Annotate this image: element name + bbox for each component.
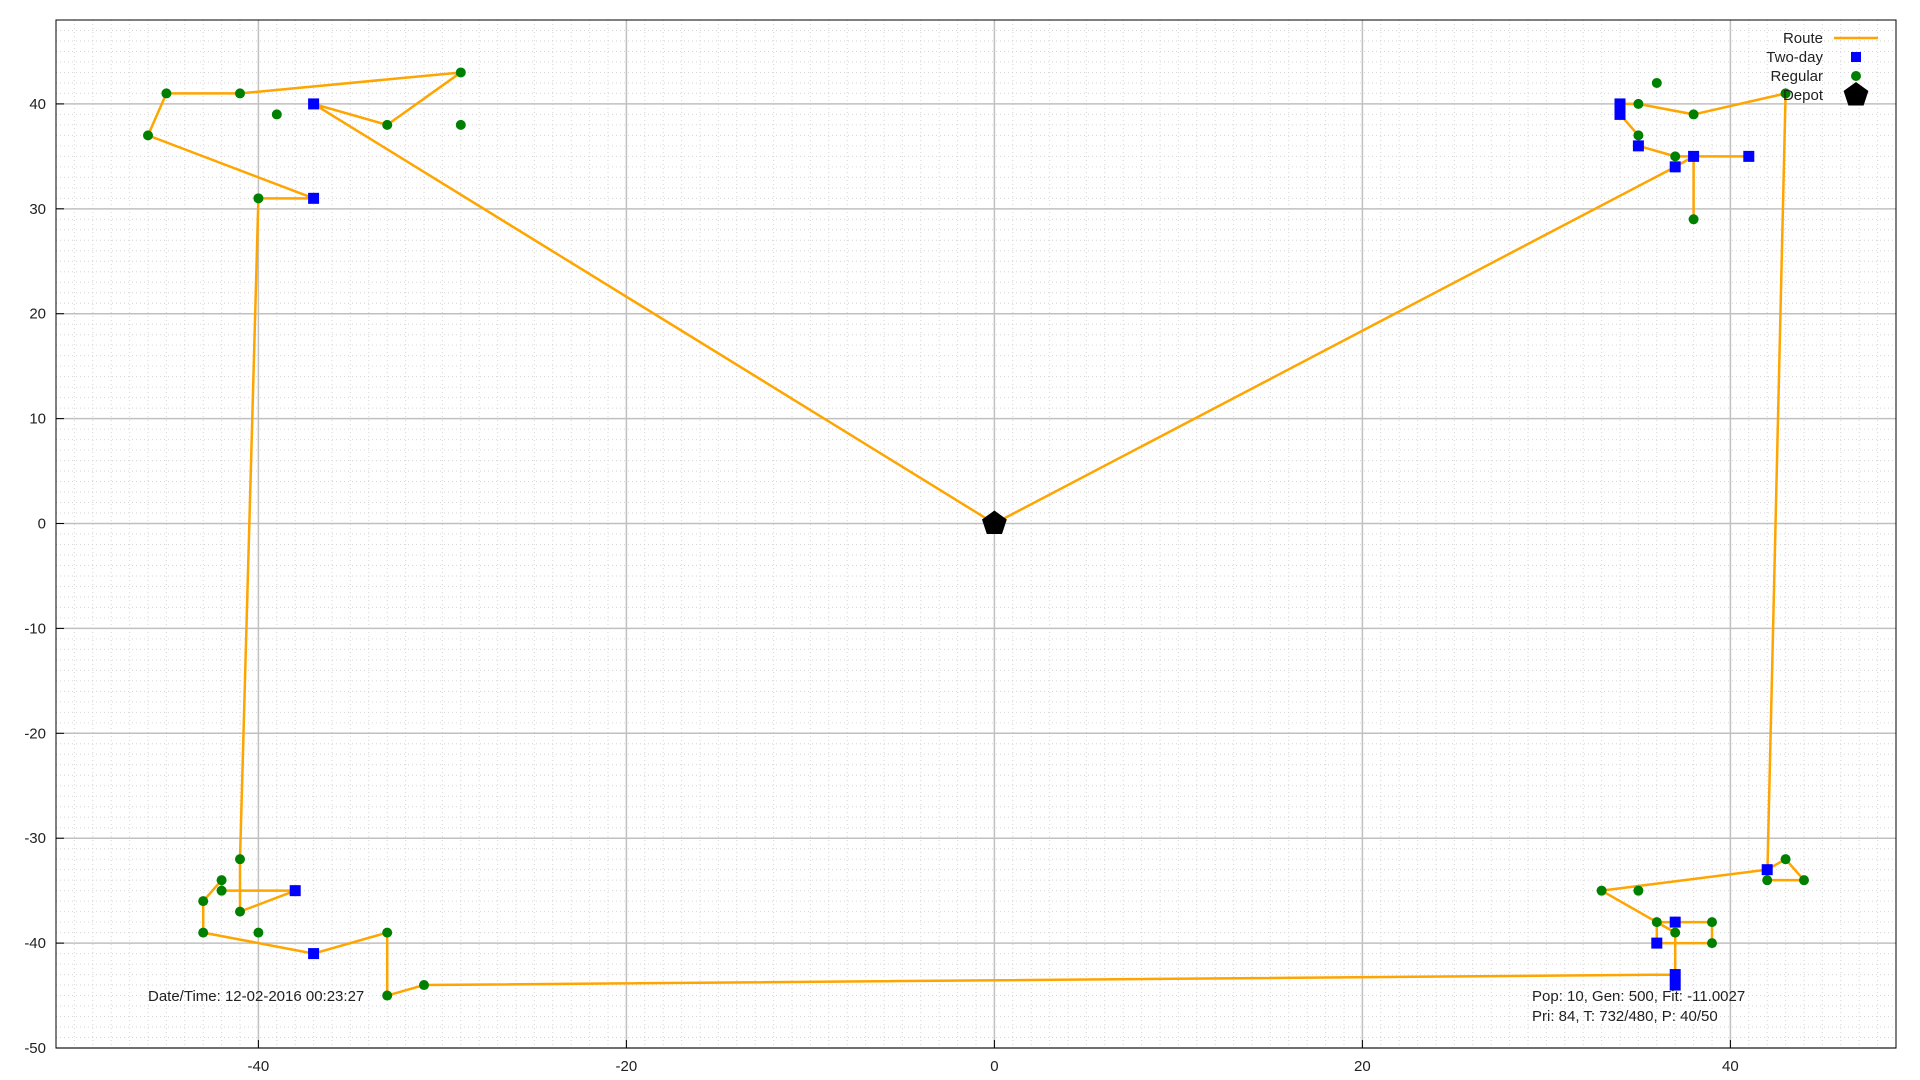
y-tick-label: -50 — [24, 1040, 46, 1057]
x-tick-label: 0 — [990, 1058, 998, 1075]
annotation-population: Pop: 10, Gen: 500, Fit: -11.0027 — [1532, 988, 1745, 1005]
regular-point — [1633, 98, 1644, 109]
legend-label-depot: Depot — [1783, 87, 1824, 104]
two-day-point — [308, 192, 320, 204]
x-tick-label: -40 — [248, 1058, 270, 1075]
two-day-point — [1669, 969, 1681, 981]
legend-key-depot — [1843, 82, 1869, 106]
regular-point — [143, 130, 153, 141]
two-day-point — [1669, 916, 1681, 928]
y-tick-label: -10 — [24, 620, 46, 637]
two-day-point — [1688, 150, 1700, 162]
regular-point — [1780, 854, 1791, 865]
regular-point — [1596, 885, 1607, 896]
regular-point — [382, 927, 393, 938]
two-day-point — [1743, 150, 1755, 162]
regular-point — [1688, 214, 1699, 225]
regular-point — [1670, 927, 1681, 938]
regular-point — [198, 896, 209, 907]
regular-point — [419, 980, 429, 991]
two-day-point — [1614, 108, 1626, 120]
regular-point — [382, 119, 393, 130]
y-tick-label: 30 — [29, 201, 46, 218]
two-day-point — [1669, 161, 1681, 173]
plot-frame — [55, 19, 1897, 1049]
regular-point — [1651, 917, 1662, 928]
y-tick-label: 10 — [29, 411, 46, 428]
regular-point — [1633, 885, 1644, 896]
y-tick-label: -30 — [24, 830, 46, 847]
regular-point — [253, 193, 264, 204]
regular-point — [382, 990, 393, 1001]
annotation-priority: Pri: 84, T: 732/480, P: 40/50 — [1532, 1008, 1718, 1025]
two-day-point — [308, 98, 320, 110]
two-day-points — [289, 98, 1773, 991]
y-tick-label: 20 — [29, 306, 46, 323]
regular-point — [216, 875, 227, 886]
annotation-datetime: Date/Time: 12-02-2016 00:23:27 — [148, 988, 364, 1005]
regular-point — [1688, 109, 1699, 120]
regular-point — [1799, 875, 1809, 886]
regular-points — [143, 67, 1809, 1001]
regular-point — [1707, 938, 1717, 949]
y-tick-label: -40 — [24, 935, 46, 952]
legend: Route Two-day Regular Depot — [1766, 30, 1878, 106]
x-tick-label: -20 — [616, 1058, 638, 1075]
two-day-point — [1651, 937, 1663, 949]
regular-point — [271, 109, 282, 120]
regular-point — [455, 119, 466, 130]
two-day-point — [1632, 140, 1644, 152]
legend-key-two-day — [1851, 52, 1861, 62]
two-day-point — [308, 948, 320, 960]
regular-point — [198, 927, 209, 938]
regular-point — [235, 906, 245, 917]
regular-point — [161, 88, 172, 99]
x-tick-label: 40 — [1722, 1058, 1739, 1075]
legend-key-regular — [1851, 71, 1861, 81]
regular-point — [1651, 77, 1662, 88]
y-tick-label: 40 — [29, 96, 46, 113]
depot-point — [982, 510, 1007, 534]
regular-point — [455, 67, 466, 78]
legend-label-route: Route — [1783, 30, 1823, 47]
two-day-point — [1614, 98, 1626, 110]
regular-point — [253, 927, 264, 938]
x-tick-label: 20 — [1354, 1058, 1371, 1075]
regular-point — [1780, 88, 1791, 99]
regular-point — [1762, 875, 1773, 886]
y-tick-label: 0 — [38, 516, 46, 533]
regular-point — [1633, 130, 1644, 141]
minor-grid — [55, 19, 1897, 1048]
regular-point — [1707, 917, 1717, 928]
legend-label-two-day: Two-day — [1766, 49, 1823, 66]
two-day-point — [1669, 979, 1681, 991]
regular-point — [235, 854, 245, 865]
y-tick-label: -20 — [24, 725, 46, 742]
regular-point — [1670, 151, 1681, 162]
regular-point — [216, 885, 227, 896]
regular-point — [235, 88, 245, 99]
two-day-point — [289, 885, 301, 897]
legend-label-regular: Regular — [1770, 68, 1823, 85]
two-day-point — [1761, 864, 1773, 876]
